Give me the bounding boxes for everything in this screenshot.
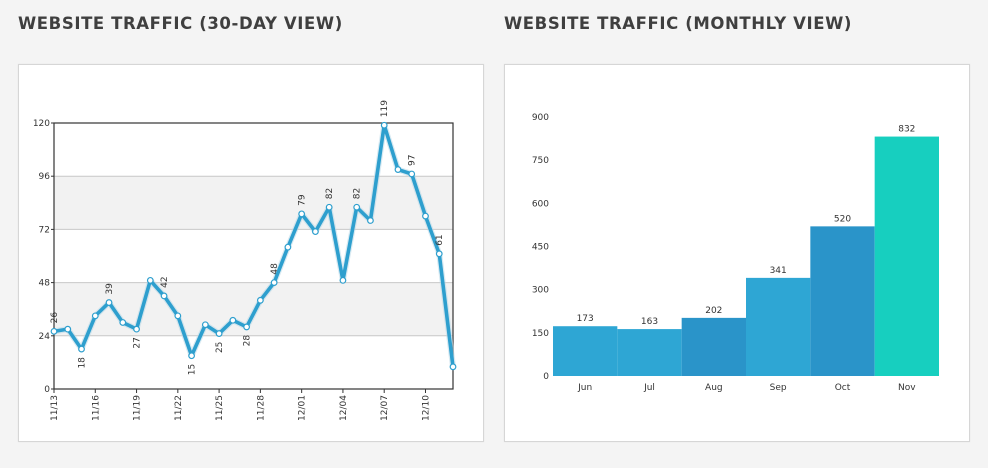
data-point (133, 325, 140, 333)
x-tick-label: 11/16 (91, 395, 101, 421)
monthly-traffic-heading: WEBSITE TRAFFIC (MONTHLY VIEW) (504, 14, 853, 33)
x-category-label: Aug (705, 383, 723, 393)
y-tick-label: 450 (532, 243, 549, 253)
bar-jul (617, 329, 682, 376)
x-category-label: Nov (898, 383, 916, 393)
data-point (449, 363, 457, 371)
data-point (188, 352, 195, 360)
bar-value-label: 341 (770, 266, 787, 276)
data-point (284, 243, 292, 251)
point-label: 26 (50, 312, 60, 324)
x-category-label: Oct (835, 383, 851, 393)
x-tick-label: 11/28 (256, 395, 266, 421)
data-point (367, 217, 374, 224)
point-label: 48 (270, 263, 280, 275)
bar-nov (874, 136, 939, 376)
bar-value-label: 832 (898, 125, 915, 135)
bar-oct (810, 226, 875, 376)
daily-traffic-heading: WEBSITE TRAFFIC (30-DAY VIEW) (18, 14, 343, 33)
data-point (312, 228, 319, 236)
y-tick-label: 750 (532, 156, 549, 166)
y-tick-label: 600 (532, 199, 549, 209)
y-tick-label: 24 (39, 332, 51, 342)
y-tick-label: 0 (44, 385, 50, 395)
y-tick-label: 48 (39, 279, 51, 289)
data-point (325, 203, 333, 211)
bar-aug (681, 317, 746, 376)
data-point (380, 121, 388, 129)
data-point (256, 296, 264, 304)
data-point (353, 203, 361, 211)
data-point (270, 279, 278, 287)
y-tick-label: 120 (33, 119, 50, 129)
point-label: 61 (435, 234, 445, 245)
x-category-label: Sep (770, 383, 787, 393)
x-tick-label: 11/19 (133, 395, 143, 421)
point-label: 27 (133, 337, 143, 348)
bar-value-label: 173 (577, 314, 594, 324)
data-point (119, 319, 127, 326)
plot-frame (53, 122, 454, 390)
data-point (298, 210, 306, 218)
monthly-traffic-panel: 0 150 300 450 600 750 900 173 Jun 163 Jul 202 Aug 341… (504, 64, 970, 442)
series-line (52, 123, 455, 369)
x-tick-label: 11/13 (50, 395, 60, 421)
data-point (146, 276, 154, 284)
data-point (229, 316, 237, 324)
grid-band (54, 176, 453, 230)
bar-sep (746, 277, 811, 376)
point-label: 79 (298, 194, 308, 206)
point-label: 97 (408, 155, 418, 166)
data-point (422, 212, 429, 220)
data-point (64, 325, 72, 333)
point-label: 82 (325, 188, 335, 199)
daily-traffic-line-chart: 0 24 48 72 96 120 11/13 11/16 11/19 11/22 11/25 11/… (33, 100, 457, 421)
y-tick-label: 150 (532, 329, 549, 339)
bar-value-label: 520 (834, 214, 851, 224)
data-point (243, 323, 251, 331)
monthly-traffic-bar-chart: 0 150 300 450 600 750 900 173 Jun 163 Jul 202 Aug 341… (532, 113, 939, 393)
y-tick-label: 900 (532, 113, 549, 123)
daily-traffic-panel: 0 24 48 72 96 120 11/13 11/16 11/19 11/22 11/25 11/… (18, 64, 484, 442)
point-label: 42 (160, 276, 170, 287)
point-label: 39 (105, 283, 115, 295)
x-tick-label: 12/01 (298, 395, 308, 421)
data-point (215, 330, 223, 337)
data-point (91, 312, 99, 320)
x-tick-label: 12/07 (380, 395, 390, 421)
data-point (435, 250, 443, 258)
point-label: 119 (380, 100, 390, 117)
point-label: 82 (353, 188, 363, 199)
data-point (201, 321, 209, 329)
point-label: 15 (188, 364, 198, 375)
point-label: 25 (215, 342, 225, 353)
x-tick-label: 11/22 (174, 395, 184, 421)
x-category-label: Jun (577, 383, 592, 393)
bar-jun (553, 326, 618, 376)
y-tick-label: 0 (543, 372, 549, 382)
data-point (408, 170, 416, 178)
data-point (50, 327, 58, 335)
bar-value-label: 202 (705, 306, 722, 316)
bar-value-label: 163 (641, 317, 658, 327)
point-label: 28 (243, 335, 253, 347)
point-label: 18 (78, 357, 88, 369)
y-tick-label: 72 (39, 225, 50, 235)
data-point (174, 312, 182, 320)
y-tick-label: 300 (532, 286, 549, 296)
x-tick-label: 12/10 (421, 395, 431, 421)
y-tick-label: 96 (39, 172, 51, 182)
data-point (78, 345, 85, 353)
data-point (105, 299, 113, 306)
x-category-label: Jul (643, 383, 655, 393)
data-point (394, 166, 402, 173)
x-tick-label: 12/04 (339, 395, 349, 421)
data-point (160, 292, 168, 300)
x-tick-label: 11/25 (215, 395, 225, 421)
data-point (339, 276, 347, 284)
